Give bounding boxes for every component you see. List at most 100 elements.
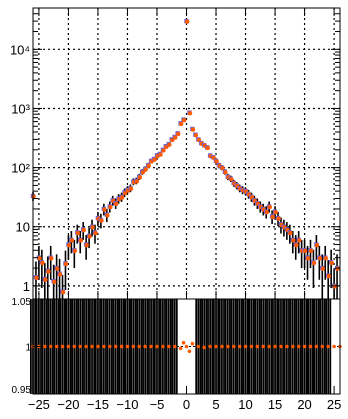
data-point-a <box>161 148 166 153</box>
ratio-point <box>208 344 212 349</box>
ratio-point <box>131 344 136 349</box>
ratio-point <box>184 344 189 349</box>
data-point-a <box>66 242 72 248</box>
ratio-point <box>296 344 301 349</box>
data-point-a <box>140 170 146 175</box>
data-point-a <box>167 142 172 147</box>
ratio-point <box>190 341 195 346</box>
data-point-a <box>181 117 187 123</box>
ratio-point <box>314 344 319 349</box>
ratio-point <box>143 344 147 349</box>
ratio-point <box>326 344 330 349</box>
x-tick-label: −10 <box>116 397 138 412</box>
y-tick-label: 10³ <box>11 101 30 116</box>
x-tick-label: −25 <box>28 397 50 412</box>
data-point-a <box>176 131 181 137</box>
ratio-point <box>231 344 236 349</box>
ratio-point <box>279 344 283 349</box>
ratio-point <box>161 344 165 349</box>
data-point-a <box>49 256 54 261</box>
ratio-point <box>214 344 218 349</box>
ratio-y-tick-label: 0.95 <box>12 385 32 396</box>
ratio-y-tick-label: 1.05 <box>12 297 32 308</box>
data-point-a <box>276 216 281 221</box>
data-point-a <box>220 166 225 171</box>
data-point-a <box>37 256 42 261</box>
data-point-a <box>119 195 125 200</box>
data-point-a <box>75 230 81 236</box>
ratio-point <box>48 344 53 349</box>
data-point-a <box>72 248 78 254</box>
y-tick-label: 10 <box>16 220 30 235</box>
data-point-a <box>223 170 228 175</box>
ratio-point <box>125 344 130 349</box>
data-point-a <box>55 266 60 271</box>
data-point-a <box>311 260 317 266</box>
data-point-a <box>329 260 334 266</box>
data-point-a <box>294 242 299 248</box>
ratio-point <box>261 344 266 349</box>
ratio-point <box>149 344 153 349</box>
data-point-a <box>205 145 210 151</box>
data-point-a <box>323 256 329 261</box>
ratio-point <box>220 344 224 349</box>
data-point-a <box>193 133 199 138</box>
ratio-point <box>119 344 124 349</box>
data-point-a <box>187 111 193 116</box>
data-point-a <box>173 135 178 140</box>
data-point-a <box>46 269 51 274</box>
data-point-a <box>57 272 63 277</box>
data-point-a <box>326 273 331 279</box>
data-point-a <box>102 207 107 212</box>
data-point-a <box>314 242 320 248</box>
ratio-point <box>226 344 230 349</box>
main-panel: 1 10 10² 10³ 10⁴ <box>10 7 341 300</box>
data-point-a <box>146 163 151 168</box>
data-point-a <box>229 177 234 182</box>
ratio-point <box>113 344 118 349</box>
ratio-point <box>66 344 71 349</box>
ratio-y-tick-label: 1 <box>25 343 31 354</box>
data-point-a <box>78 238 84 243</box>
x-tick-label: 5 <box>212 397 219 412</box>
data-point-a <box>291 238 296 243</box>
data-point-a <box>184 19 190 24</box>
ratio-point <box>60 344 65 349</box>
ratio-point <box>267 344 271 349</box>
x-tick-label: 0 <box>183 397 190 412</box>
data-point-a <box>137 175 143 180</box>
data-point-a <box>90 225 95 230</box>
data-point-a <box>52 279 57 284</box>
data-point-a <box>34 275 39 281</box>
x-tick-label: 10 <box>238 397 252 412</box>
data-point-a <box>105 213 110 218</box>
data-point-a <box>214 159 219 164</box>
data-point-a <box>143 167 148 172</box>
y-tick-label: 10² <box>11 161 30 176</box>
ratio-point <box>102 344 106 349</box>
x-tick-label: −20 <box>57 397 79 412</box>
data-point-a <box>134 179 140 184</box>
ratio-point <box>255 344 260 349</box>
data-point-a <box>317 256 323 261</box>
ratio-point <box>243 344 248 349</box>
data-point-a <box>335 266 340 271</box>
ratio-point <box>178 346 183 351</box>
data-point-a <box>69 238 75 243</box>
data-point-a <box>84 242 89 248</box>
data-point-a <box>152 157 157 162</box>
data-point-a <box>308 248 314 254</box>
ratio-point <box>43 344 47 349</box>
ratio-point <box>172 344 177 349</box>
ratio-point <box>302 344 307 349</box>
ratio-point <box>320 344 325 349</box>
data-point-a <box>297 238 302 243</box>
data-point-a <box>81 227 86 233</box>
data-point-a <box>87 234 92 239</box>
data-point-a <box>332 284 337 289</box>
y-tick-label: 10⁴ <box>10 42 30 57</box>
ratio-point <box>72 344 77 349</box>
ratio-point <box>308 344 313 349</box>
ratio-point <box>332 344 336 349</box>
